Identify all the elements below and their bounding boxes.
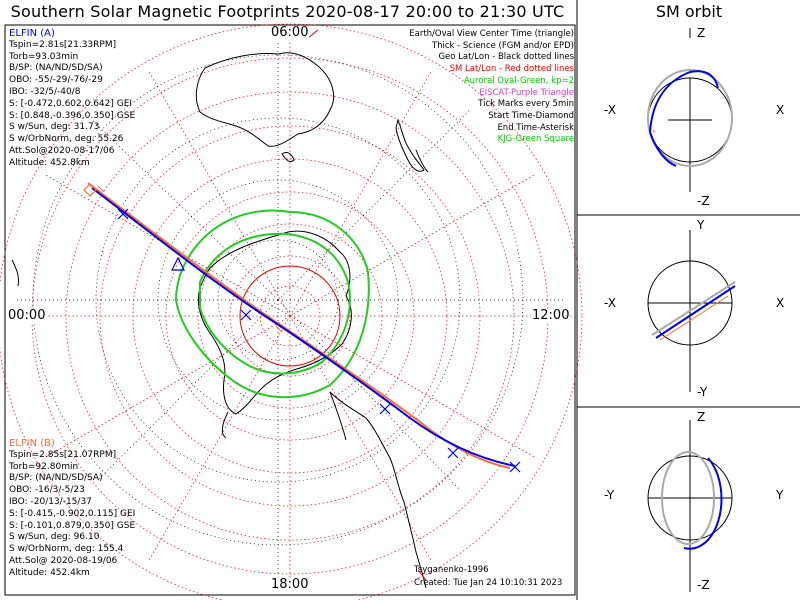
hour-label-left: 00:00 <box>7 308 47 323</box>
legend-item: Thick - Science (FGM and/or EPD) <box>431 40 574 51</box>
elfin-b-tspin: Tspin=2.85s[21.07RPM] <box>9 449 117 460</box>
elfin-b-bsp: B/SP: (NA/ND/SD/SA) <box>9 473 103 484</box>
hour-label-right: 12:00 <box>531 308 571 323</box>
orbit-panel-2-graphics <box>647 230 736 392</box>
elfin-b-attsol: Att.Sol@ 2020-08-19/06 <box>9 555 118 566</box>
elfin-a-ticks <box>117 208 521 473</box>
orbit3-right: Y <box>776 488 784 502</box>
elfin-b-gse: S: [-0.101,0.879,0.350] GSE <box>9 520 136 531</box>
elfin-a-torb: Torb=93.03min <box>9 51 79 62</box>
hour-label-bottom: 18:00 <box>270 577 310 592</box>
elfin-b-torb: Torb=92.80min <box>9 461 79 472</box>
elfin-a-obo: OBO: -55/-29/-76/-29 <box>9 75 103 86</box>
elfin-b-ticks <box>97 185 425 427</box>
hour-label-top: 06:00 <box>270 25 310 40</box>
legend: Earth/Oval View Center Time (triangle) T… <box>409 29 574 146</box>
elfin-a-altitude: Altitude: 452.8km <box>9 157 90 168</box>
elfin-a-attsol: Att.Sol@2020-08-17/06 <box>9 145 115 156</box>
elfin-b-start-diamond <box>83 183 97 197</box>
elfin-a-bsp: B/SP: (NA/ND/SD/SA) <box>9 63 103 74</box>
elfin-b-sun-angle: S w/Sun, deg: 96.10 <box>9 532 100 543</box>
elfin-a-info: ELFIN (A) Tspin=2.81s[21.33RPM] Torb=93.… <box>9 28 135 170</box>
orbit2-left: -X <box>604 296 616 310</box>
elfin-b-obo: OBO: -16/3/-5/23 <box>9 485 85 496</box>
credit: Tsyganenko-1996 <box>414 565 489 575</box>
orbit2-top: Y <box>697 218 705 232</box>
legend-item: End Time-Asterisk <box>497 122 574 133</box>
legend-item: Tick Marks every 5min <box>478 99 574 110</box>
orbit2-right: X <box>776 296 785 310</box>
elfin-b-altitude: Altitude: 452.4km <box>9 567 90 578</box>
legend-item: KJG-Green Square <box>497 134 574 145</box>
elfin-a-orbnorm-angle: S w/OrbNorm, deg: 55.26 <box>9 134 124 145</box>
elfin-a-ibo: IBO: -32/5/-40/8 <box>9 86 81 97</box>
elfin-b-name: ELFIN (B) <box>9 438 55 449</box>
sm-orbit-title: SM orbit <box>655 2 723 21</box>
legend-item: EISCAT-Purple Triangle <box>479 87 574 98</box>
elfin-a-center-triangle <box>171 256 185 271</box>
orbit1-top: Z <box>697 26 706 40</box>
legend-item: Auroral Oval-Green, kp=2 <box>463 75 574 86</box>
orbit-panel-1-graphics: * <box>647 28 733 192</box>
legend-item: Start Time-Diamond <box>488 110 574 121</box>
orbit3-left: -Y <box>604 488 615 502</box>
svg-text:*: * <box>652 128 656 138</box>
elfin-b-ibo: IBO: -20/13/-15/37 <box>9 496 92 507</box>
orbit2-bottom: -Y <box>697 385 708 399</box>
legend-item: Geo Lat/Lon - Black dotted lines <box>438 52 574 63</box>
geo-grid <box>15 40 565 575</box>
elfin-b-orbnorm-angle: S w/OrbNorm, deg: 155.4 <box>9 544 124 555</box>
orbit-panel-3-graphics <box>647 420 733 592</box>
elfin-b-info: ELFIN (B) Tspin=2.85s[21.07RPM] Torb=92.… <box>9 438 135 580</box>
map-frame <box>4 24 576 596</box>
legend-item: Earth/Oval View Center Time (triangle) <box>409 29 574 39</box>
elfin-a-name: ELFIN (A) <box>9 28 55 39</box>
elfin-a-trace <box>91 187 516 467</box>
plot-title: Southern Solar Magnetic Footprints 2020-… <box>10 2 565 21</box>
orbit1-left: -X <box>604 103 616 117</box>
created-timestamp: Created: Tue Jan 24 10:10:31 2023 <box>414 578 563 588</box>
orbit1-bottom: -Z <box>697 194 710 208</box>
elfin-a-sun-angle: S w/Sun, deg: 31.73 <box>9 122 100 133</box>
elfin-a-tspin: Tspin=2.81s[21.33RPM] <box>9 39 117 50</box>
orbit1-right: X <box>776 103 785 117</box>
orbit3-top: Z <box>697 410 706 424</box>
legend-item: SM Lat/Lon - Red dotted lines <box>449 64 574 75</box>
elfin-a-gei: S: [-0.472,0.602,0.642] GEI <box>9 98 133 109</box>
elfin-a-gse: S: [0.848,-0.396,0.350] GSE <box>9 110 136 121</box>
elfin-b-gei: S: [-0.415,-0.902,0.115] GEI <box>9 508 136 519</box>
orbit3-bottom: -Z <box>697 578 710 592</box>
coastlines <box>11 52 429 589</box>
sm-polar-circle <box>239 265 341 367</box>
